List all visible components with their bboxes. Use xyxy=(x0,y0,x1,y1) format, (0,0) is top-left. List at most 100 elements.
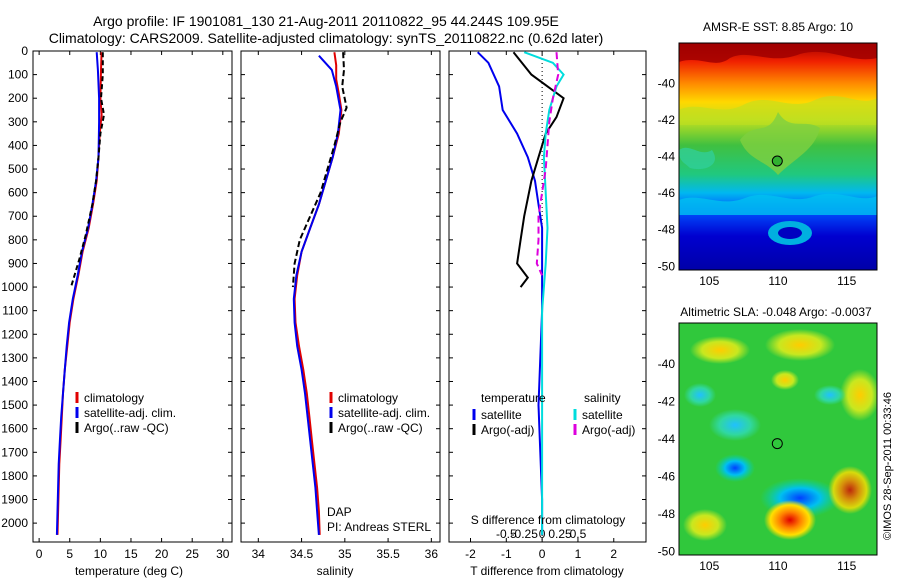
map-lat-tick-label: -50 xyxy=(658,259,676,273)
s-diff-tick-label: 0.25 xyxy=(548,527,572,541)
series-line-difference-temperature-argo-adj- xyxy=(512,51,565,288)
imos-watermark: ©IMOS 28-Sep-2011 00:33:46 xyxy=(882,392,894,540)
tick-layer: 0100200300400500600700800900100011001200… xyxy=(1,44,856,573)
legend-header-salinity: salinity xyxy=(584,391,621,405)
x-tick-label: 35.5 xyxy=(376,547,400,561)
series-layer xyxy=(55,51,565,535)
depth-tick-label: 300 xyxy=(8,115,28,129)
series-line-salinity-argo-raw-qc- xyxy=(291,52,348,288)
series-line-difference-temperature-satellite xyxy=(476,51,544,535)
map-lon-tick-label: 110 xyxy=(768,559,787,573)
depth-tick-label: 900 xyxy=(8,256,28,270)
map-lat-tick-label: -46 xyxy=(658,186,676,200)
difference-panel-frame xyxy=(448,50,647,543)
depth-tick-label: 1300 xyxy=(1,351,28,365)
salinity-xlabel: salinity xyxy=(317,564,354,578)
legend-entry: Argo(..raw -QC) xyxy=(84,421,169,435)
legend-entry: Argo(-adj) xyxy=(582,423,635,437)
dap-note: DAP xyxy=(327,505,352,519)
x-tick-label: 0 xyxy=(539,547,546,561)
figure-title-line1: Argo profile: IF 1901081_130 21-Aug-2011… xyxy=(93,13,559,29)
x-tick-label: 36 xyxy=(425,547,439,561)
map-lon-tick-label: 115 xyxy=(837,559,856,573)
figure-title-line2: Climatology: CARS2009. Satellite-adjuste… xyxy=(49,30,604,46)
salinity-panel-frame xyxy=(240,50,441,543)
depth-tick-label: 800 xyxy=(8,233,28,247)
series-line-temperature-climatology xyxy=(56,52,103,535)
sla-map-title: Altimetric SLA: -0.048 Argo: -0.0037 xyxy=(680,305,872,319)
map-lat-tick-label: -44 xyxy=(658,432,676,446)
x-tick-label: 20 xyxy=(155,547,169,561)
x-tick-label: 10 xyxy=(94,547,108,561)
depth-tick-label: 1700 xyxy=(1,445,28,459)
series-line-salinity-climatology xyxy=(293,52,343,535)
sst-map-title: AMSR-E SST: 8.85 Argo: 10 xyxy=(703,20,853,34)
s-diff-tick-label: -0.5 xyxy=(496,527,517,541)
temperature-panel-frame xyxy=(32,50,233,543)
s-diff-tick-label: 0.5 xyxy=(570,527,587,541)
x-tick-label: 5 xyxy=(66,547,73,561)
sla-map-frame xyxy=(678,322,878,556)
sst-map-frame xyxy=(678,42,878,271)
map-lat-tick-label: -50 xyxy=(658,544,676,558)
map-lat-tick-label: -42 xyxy=(658,113,676,127)
depth-tick-label: 400 xyxy=(8,138,28,152)
legend-entry: satellite xyxy=(481,408,522,422)
series-line-salinity-satellite-adj-clim- xyxy=(292,55,342,535)
x-tick-label: 15 xyxy=(124,547,138,561)
sst-argo-location-marker xyxy=(771,155,783,167)
depth-tick-label: 1000 xyxy=(1,280,28,294)
map-lat-tick-label: -42 xyxy=(658,395,676,409)
sla-argo-location-marker xyxy=(771,438,783,450)
map-lon-tick-label: 105 xyxy=(699,274,719,288)
depth-tick-label: 200 xyxy=(8,91,28,105)
x-tick-label: 34 xyxy=(252,547,266,561)
depth-tick-label: 1500 xyxy=(1,398,28,412)
map-lat-tick-label: -46 xyxy=(658,469,676,483)
depth-tick-label: 1200 xyxy=(1,327,28,341)
temperature-xlabel: temperature (deg C) xyxy=(75,564,183,578)
legend-header-temperature: temperature xyxy=(481,391,546,405)
legend-entry: Argo(-adj) xyxy=(481,423,534,437)
map-lat-tick-label: -44 xyxy=(658,150,676,164)
x-tick-label: -1 xyxy=(501,547,512,561)
pi-note: PI: Andreas STERL xyxy=(327,520,431,534)
depth-tick-label: 1600 xyxy=(1,422,28,436)
map-lat-tick-label: -40 xyxy=(658,76,676,90)
series-line-difference-salinity-argo-adj- xyxy=(535,52,560,276)
legend-entry: climatology xyxy=(338,391,398,405)
x-tick-label: 34.5 xyxy=(290,547,314,561)
map-lat-tick-label: -40 xyxy=(658,357,676,371)
series-line-difference-salinity-satellite xyxy=(523,51,565,535)
depth-tick-label: 500 xyxy=(8,162,28,176)
depth-tick-label: 100 xyxy=(8,68,28,82)
map-lon-tick-label: 110 xyxy=(768,274,787,288)
sla-heatmap xyxy=(679,323,877,555)
map-lat-tick-label: -48 xyxy=(658,223,676,237)
x-tick-label: 1 xyxy=(575,547,582,561)
legend-entry: satellite-adj. clim. xyxy=(84,406,176,420)
legend-entry: satellite xyxy=(582,408,623,422)
depth-tick-label: 1100 xyxy=(2,304,28,318)
depth-tick-label: 700 xyxy=(8,209,28,223)
legend-entry: satellite-adj. clim. xyxy=(338,406,430,420)
map-lat-tick-label: -48 xyxy=(658,507,676,521)
depth-tick-label: 600 xyxy=(8,186,28,200)
x-tick-label: 2 xyxy=(610,547,617,561)
x-tick-label: -2 xyxy=(465,547,476,561)
s-diff-tick-label: -0.25 xyxy=(511,527,539,541)
legend-entry: climatology xyxy=(84,391,144,405)
depth-tick-label: 1800 xyxy=(1,469,28,483)
depth-tick-label: 0 xyxy=(21,44,28,58)
difference-xlabel-top: S difference from climatology xyxy=(471,513,626,527)
map-lon-tick-label: 115 xyxy=(837,274,856,288)
series-line-temperature-satellite-adj-clim- xyxy=(55,52,101,535)
depth-tick-label: 1900 xyxy=(1,493,28,507)
series-line-temperature-argo-raw-qc- xyxy=(70,52,106,288)
legend-entry: Argo(..raw -QC) xyxy=(338,421,423,435)
difference-xlabel: T difference from climatology xyxy=(470,564,624,578)
x-tick-label: 30 xyxy=(216,547,230,561)
map-lon-tick-label: 105 xyxy=(699,559,719,573)
